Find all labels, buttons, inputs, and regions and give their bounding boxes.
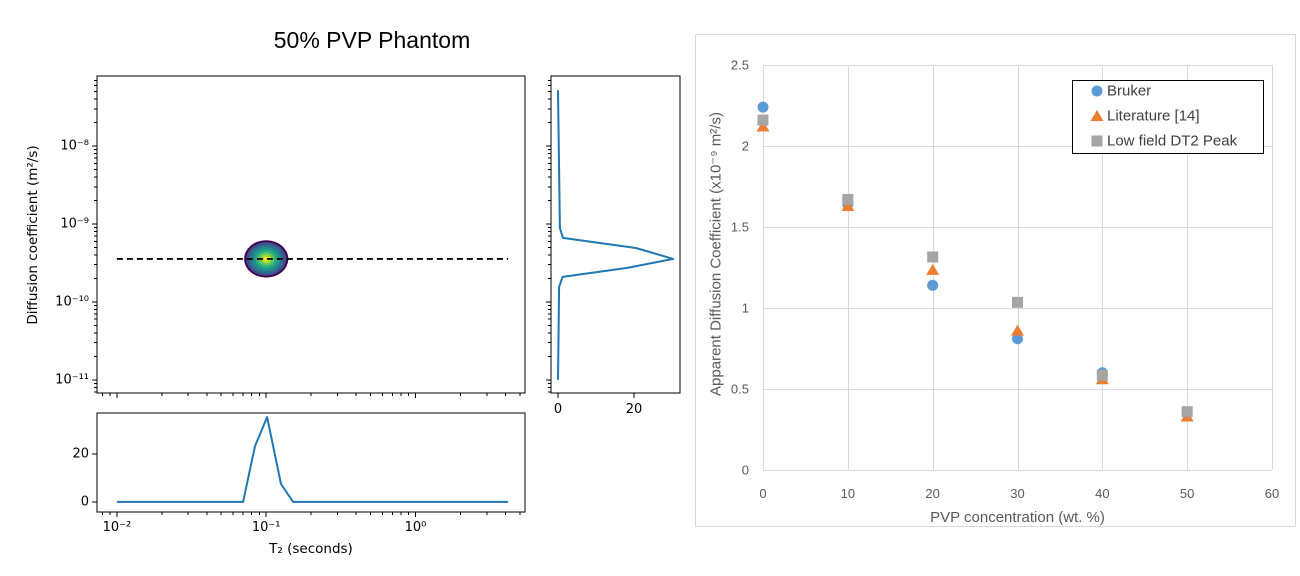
concentration-tick-label: 50 bbox=[1180, 486, 1194, 501]
legend-bruker-label: Bruker bbox=[1107, 83, 1151, 100]
legend-low-field-dt2-peak-marker bbox=[1091, 135, 1103, 147]
low-field-dt2-peak-point bbox=[1012, 296, 1023, 308]
t2-tick-label: 10⁻¹ bbox=[252, 520, 281, 535]
adc-tick-label: 1.5 bbox=[731, 220, 749, 235]
t2-axis-label: T₂ (seconds) bbox=[268, 541, 353, 557]
t2-marginal-panel: 10⁻² 10⁻¹ 10⁰ 0 20 bbox=[72, 412, 526, 535]
dt2-map-axes-frame bbox=[96, 75, 526, 394]
adc-scatter-chart: 0 10 20 30 40 50 60 0 0.5 1 1.5 2 2.5 PVP concentrati… bbox=[695, 34, 1296, 527]
adc-tick-label: 1 bbox=[742, 301, 749, 316]
low-field-dt2-peak-series bbox=[757, 114, 1193, 418]
bruker-point bbox=[927, 279, 939, 291]
adc-axis-title: Apparent Diffusion Coefficient (x10⁻⁹ m²… bbox=[708, 112, 725, 396]
concentration-tick-label: 10 bbox=[841, 486, 855, 501]
concentration-tick-label: 0 bbox=[759, 486, 766, 501]
low-field-dt2-peak-point bbox=[927, 251, 939, 263]
literature-14-point bbox=[1011, 324, 1024, 336]
t2-tick-label: 10⁻² bbox=[103, 520, 132, 535]
bruker-point bbox=[1012, 333, 1023, 345]
low-field-dt2-peak-point bbox=[1096, 369, 1108, 381]
dt2-contour-level bbox=[263, 256, 269, 261]
literature-14-series bbox=[756, 120, 1194, 422]
t2-tick-label: 10⁰ bbox=[405, 520, 427, 535]
diffusion-marginal-axes-frame bbox=[550, 75, 681, 394]
diffusion-tick-label: 10⁻⁹ bbox=[60, 216, 89, 231]
legend-literature-14-label: Literature [14] bbox=[1107, 108, 1200, 125]
chart-title: 50% PVP Phantom bbox=[274, 27, 470, 53]
concentration-tick-label: 40 bbox=[1095, 486, 1109, 501]
diffusion-tick-label: 10⁻¹⁰ bbox=[55, 294, 89, 309]
diffusion-axis-label: Diffusion coefficient (m²/s) bbox=[25, 145, 41, 324]
legend: Bruker Literature [14] Low field DT2 Peak bbox=[1072, 80, 1264, 154]
dt2-map-panel: 10⁻⁸ 10⁻⁹ 10⁻¹⁰ 10⁻¹¹ bbox=[55, 75, 526, 398]
legend-box bbox=[1072, 80, 1264, 154]
t2-distribution-line bbox=[116, 416, 509, 503]
bruker-point bbox=[757, 101, 769, 113]
diffusion-tick-label: 10⁻⁸ bbox=[60, 139, 89, 154]
amplitude-tick-label: 20 bbox=[72, 446, 89, 461]
amplitude-tick-label: 0 bbox=[81, 494, 89, 509]
low-field-dt2-peak-point bbox=[757, 114, 769, 126]
t2-marginal-axes-frame bbox=[96, 412, 526, 513]
adc-tick-label: 2 bbox=[742, 139, 749, 154]
adc-tick-label: 2.5 bbox=[731, 58, 749, 73]
low-field-dt2-peak-point bbox=[842, 193, 854, 205]
adc-tick-label: 0.5 bbox=[731, 382, 749, 397]
legend-literature-14-marker bbox=[1090, 110, 1104, 121]
diffusion-distribution-line bbox=[557, 90, 675, 380]
diffusion-marginal-panel: 0 20 bbox=[546, 75, 681, 417]
concentration-tick-label: 30 bbox=[1010, 486, 1024, 501]
legend-low-field-dt2-peak-label: Low field DT2 Peak bbox=[1107, 133, 1238, 150]
literature-14-point bbox=[841, 199, 855, 211]
amplitude-tick-label: 0 bbox=[554, 402, 562, 417]
diffusion-tick-label: 10⁻¹¹ bbox=[55, 372, 89, 387]
dt2-contour-blob bbox=[244, 240, 289, 278]
amplitude-tick-label: 20 bbox=[626, 402, 643, 417]
legend-bruker-marker bbox=[1091, 85, 1103, 97]
low-field-dt2-peak-point bbox=[1181, 406, 1193, 418]
dt2-figure: 50% PVP Phantom Diffusion coefficient (m… bbox=[25, 27, 681, 557]
adc-tick-label: 0 bbox=[742, 463, 749, 478]
literature-14-point bbox=[926, 263, 940, 275]
concentration-tick-label: 20 bbox=[925, 486, 939, 501]
literature-14-point bbox=[756, 120, 770, 132]
concentration-axis-title: PVP concentration (wt. %) bbox=[930, 509, 1105, 526]
concentration-tick-label: 60 bbox=[1265, 486, 1279, 501]
